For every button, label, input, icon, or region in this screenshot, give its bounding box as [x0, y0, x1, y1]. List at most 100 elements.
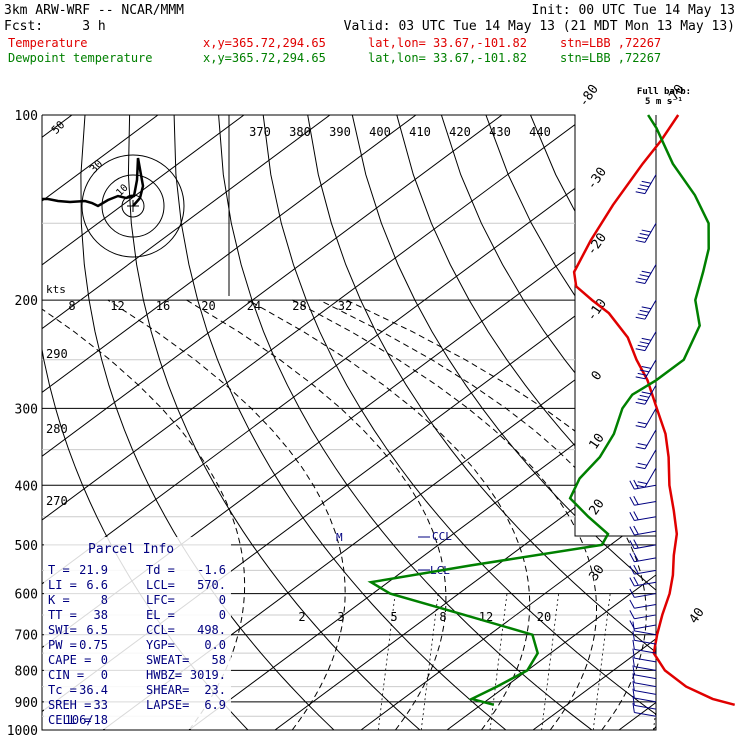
dry-adiabat: [262, 115, 656, 730]
model-title: 3km ARW-WRF -- NCAR/MMM: [4, 3, 184, 18]
parcel-info-cell: 0: [219, 593, 226, 607]
hodograph-ring-label-50: 50: [49, 118, 68, 137]
isotherm: [532, 115, 656, 730]
hodograph-speed-label: 12: [110, 299, 124, 313]
parcel-info-cell: LCL=: [146, 578, 175, 592]
dry-adiabat: [307, 115, 656, 730]
dry-adiabat: [396, 115, 656, 730]
legend-dewpoint-station: stn=LBB ,72267: [560, 51, 661, 65]
temperature-line: [572, 114, 736, 707]
isotherm: [42, 115, 417, 730]
wind-barb: [635, 429, 657, 450]
theta-label: 380: [289, 125, 311, 139]
parcel-info-cell: 0.75: [79, 638, 108, 652]
parcel-info-cell: 570.: [197, 578, 226, 592]
isotherm-label: 20: [586, 497, 607, 518]
mixing-ratio-label: 8: [439, 610, 446, 624]
wind-barb: [632, 673, 657, 688]
mixing-ratio-label: 2: [298, 610, 305, 624]
isotherm: [360, 115, 656, 730]
pressure-label-1000: 1000: [7, 724, 38, 739]
parcel-info-title: Parcel Info: [88, 542, 174, 557]
pressure-label-700: 700: [15, 629, 38, 644]
isotherm: [42, 115, 331, 730]
parcel-info-cell: 21.9: [79, 563, 108, 577]
marker-ccl: CCL: [432, 530, 452, 543]
wind-barb: [629, 588, 657, 598]
parcel-info-cell: 58: [212, 653, 226, 667]
moist-adiabat: [42, 299, 246, 730]
wind-barb: [635, 408, 657, 428]
parcel-info-cell: 0: [101, 653, 108, 667]
init-time: Init: 00 UTC Tue 14 May 13: [532, 3, 736, 18]
legend-temperature-label: Temperature: [8, 36, 87, 50]
theta-label: 400: [369, 125, 391, 139]
wind-barb: [632, 648, 657, 663]
parcel-info-cell: 36.4: [79, 683, 108, 697]
hodograph-speed-label: 8: [68, 299, 75, 313]
legend-dewpoint-label: Dewpoint temperature: [8, 51, 153, 65]
parcel-info-cell: SWI=: [48, 623, 77, 637]
wind-barb: [629, 564, 657, 575]
legend-temperature-station: stn=LBB ,72267: [560, 36, 661, 50]
marker-m: M: [336, 531, 343, 544]
wind-barb: [629, 539, 657, 550]
parcel-info-cell: TT =: [48, 608, 77, 622]
isotherm-label: 10: [586, 431, 607, 452]
isotherm: [42, 115, 245, 730]
parcel-info-cell: EL =: [146, 608, 175, 622]
parcel-info-cell: CIN =: [48, 668, 84, 682]
moist-adiabat: [186, 299, 447, 730]
moist-adiabat: [107, 299, 346, 730]
wind-barb: [632, 621, 657, 636]
parcel-info-cell: 6.6: [86, 578, 108, 592]
parcel-info-cell: 0: [101, 668, 108, 682]
parcel-info-cell: 23.: [204, 683, 226, 697]
hodograph-speed-labels: 8 12 16 20 24 28 32: [68, 299, 352, 313]
hodograph-speed-label: 24: [247, 299, 261, 313]
wind-barb: [635, 299, 657, 320]
pressure-label-300: 300: [15, 402, 38, 417]
parcel-info-cell: 8: [101, 593, 108, 607]
wind-barb: [635, 174, 657, 195]
moist-adiabat: [247, 299, 531, 730]
parcel-info-cell: CAPE =: [48, 653, 91, 667]
wind-barb: [635, 359, 657, 380]
parcel-info-cell: HWBZ=: [146, 668, 182, 682]
parcel-info-cell: Tc =: [48, 683, 77, 697]
barb-key-line2: 5 m s⁻¹: [645, 97, 683, 107]
parcel-info-cell: 498.: [197, 623, 226, 637]
wind-barb: [629, 496, 657, 506]
parcel-info-cell: 6.5: [86, 623, 108, 637]
parcel-info-cell: CCL=: [146, 623, 175, 637]
dewpoint-line: [367, 114, 710, 707]
wind-barb: [632, 639, 657, 654]
wind-barbs: [629, 174, 657, 717]
hodograph-units: kts: [46, 283, 66, 296]
mixing-ratio-label: 3: [337, 610, 344, 624]
dry-adiabat-label: 280: [46, 422, 68, 436]
wind-barb: [635, 223, 657, 243]
parcel-info-cell: CELL =: [48, 713, 91, 727]
hodograph-speed-label: 32: [338, 299, 352, 313]
dry-adiabat: [173, 115, 507, 730]
wind-barb: [629, 479, 657, 490]
wind-barb: [632, 681, 657, 695]
pressure-label-600: 600: [15, 588, 38, 603]
hodograph-speed-label: 28: [292, 299, 306, 313]
parcel-info-cell: LAPSE=: [146, 698, 189, 712]
parcel-info-cell: 0: [219, 608, 226, 622]
pressure-label-500: 500: [15, 539, 38, 554]
isotherm-label: -80: [576, 82, 602, 110]
parcel-info-cell: K =: [48, 593, 70, 607]
pressure-label-200: 200: [15, 294, 38, 309]
wind-barb: [632, 630, 657, 645]
mixing-ratio-label: 20: [537, 610, 551, 624]
parcel-info-cell: 6.9: [204, 698, 226, 712]
theta-label: 410: [409, 125, 431, 139]
wind-barb: [629, 552, 657, 563]
parcel-info-cell: PW =: [48, 638, 77, 652]
hodograph-ring-outer: [81, 154, 185, 258]
dry-adiabat: [709, 115, 740, 730]
